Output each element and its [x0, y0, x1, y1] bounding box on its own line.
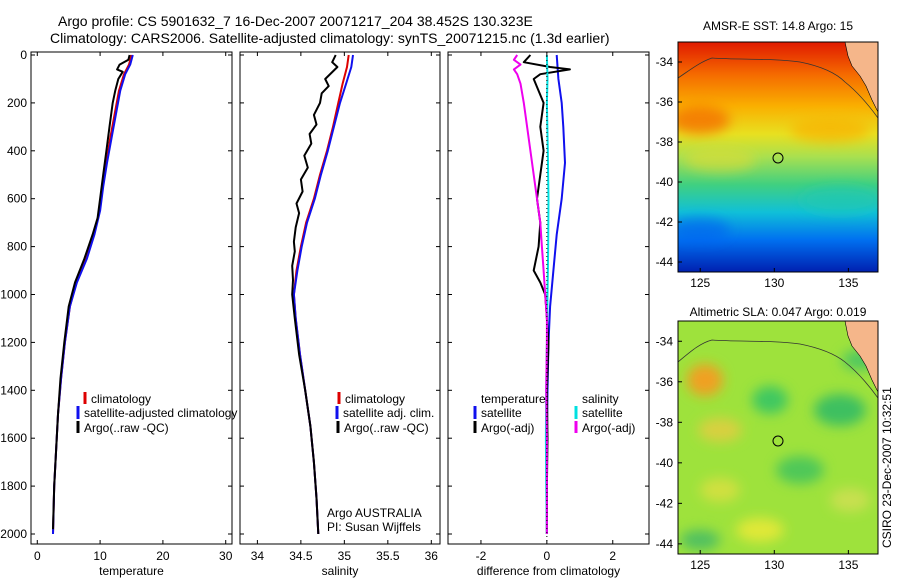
legend-sal-argo-label: Argo(-adj) [582, 421, 635, 435]
map-x-tick-label: 125 [690, 558, 710, 572]
x-tick-label: 35.5 [376, 549, 400, 563]
legend-difference: temperature salinity satellite Argo(-adj… [473, 392, 635, 435]
map-y-tick-label: -38 [656, 415, 674, 429]
series-line-salinity-argo-adj- [512, 54, 548, 534]
float-marker [772, 152, 784, 164]
x-tick-label: 0 [34, 549, 41, 563]
map-x-tick-label: 135 [838, 558, 858, 572]
y-tick-label: 1000 [0, 288, 27, 302]
map-x-tick-label: 130 [764, 558, 784, 572]
y-tick-label: 1800 [0, 479, 27, 493]
panel-temperature-frame [30, 51, 233, 545]
legend-temp-satellite-label: satellite [481, 406, 522, 420]
series-line-argo-raw-qc- [52, 54, 131, 530]
map-x-tick-label: 135 [838, 276, 858, 290]
legend-temp-argo-label: Argo(-adj) [481, 421, 534, 435]
x-axis-label: difference from climatology [477, 564, 620, 578]
y-tick-label: 1600 [0, 431, 27, 445]
legend-argo-label: Argo(..raw -QC) [84, 421, 169, 435]
map-y-tick-label: -44 [656, 537, 674, 551]
map-y-tick-label: -42 [656, 215, 674, 229]
map-y-tick-label: -36 [656, 375, 674, 389]
x-axis-label: temperature [99, 564, 164, 578]
map-x-tick-label: 130 [764, 276, 784, 290]
map-sla-frame [677, 320, 879, 555]
side-stamp: CSIRO 23-Dec-2007 10:32:51 [880, 387, 894, 548]
x-tick-label: 35 [338, 549, 352, 563]
y-tick-label: 0 [20, 48, 27, 62]
map-y-tick-label: -36 [656, 95, 674, 109]
y-tick-label: 400 [7, 144, 27, 158]
shelf-contour [678, 339, 878, 399]
annotation-pi: PI: Susan Wijffels [327, 520, 421, 534]
map-sst-frame [677, 41, 879, 273]
series-line-climatology [292, 54, 350, 535]
map-x-tick-label: 125 [690, 276, 710, 290]
y-tick-label: 800 [7, 240, 27, 254]
map-y-tick-label: -40 [656, 175, 674, 189]
x-tick-label: 34 [251, 549, 265, 563]
legend-argo-label: Argo(..raw -QC) [344, 421, 429, 435]
map-y-tick-label: -42 [656, 496, 674, 510]
map-y-tick-label: -34 [656, 334, 674, 348]
legend-satellite-label: satellite adj. clim. [343, 406, 434, 420]
x-tick-label: -2 [476, 549, 487, 563]
land-australia [844, 42, 878, 113]
legend-header-temperature: temperature [481, 392, 546, 406]
map-sla-title: Altimetric SLA: 0.047 Argo: 0.019 [690, 305, 867, 319]
chart-title-line-2: Climatology: CARS2006. Satellite-adjuste… [50, 30, 610, 46]
series-line-climatology [52, 54, 133, 535]
shelf-contour [678, 57, 878, 119]
map-y-tick-label: -38 [656, 135, 674, 149]
series-line-argo-raw-qc- [291, 54, 339, 535]
legend-sal-satellite-label: satellite [582, 406, 623, 420]
annotation-argo-australia: Argo AUSTRALIA [327, 506, 422, 520]
land-australia [844, 321, 878, 393]
x-axis-label: salinity [322, 564, 359, 578]
x-tick-label: 20 [156, 549, 170, 563]
legend-header-salinity: salinity [582, 392, 619, 406]
legend-climatology-label: climatology [345, 392, 405, 406]
legend-satellite-label: satellite-adjusted climatology [84, 406, 237, 420]
panel-salinity-frame [239, 51, 441, 545]
x-tick-label: 34.5 [289, 549, 313, 563]
x-tick-label: 36 [425, 549, 439, 563]
x-tick-label: 2 [609, 549, 616, 563]
map-y-tick-label: -44 [656, 255, 674, 269]
y-tick-label: 2000 [0, 527, 27, 541]
y-tick-label: 1200 [0, 335, 27, 349]
float-marker [772, 435, 784, 447]
map-y-tick-label: -40 [656, 456, 674, 470]
series-line-temperature-satellite [545, 54, 566, 534]
series-line-satellite-adj-clim- [292, 54, 354, 535]
legend-climatology-label: climatology [91, 392, 151, 406]
y-tick-label: 600 [7, 192, 27, 206]
x-tick-label: 0 [544, 549, 551, 563]
map-sst-title: AMSR-E SST: 14.8 Argo: 15 [703, 19, 853, 33]
legend-salinity: climatology satellite adj. clim. Argo(..… [327, 392, 434, 534]
series-line-satellite-adjusted-climatology [52, 54, 134, 535]
map-sst-field [678, 42, 878, 272]
x-tick-label: 10 [93, 549, 107, 563]
y-tick-label: 200 [7, 96, 27, 110]
legend-temperature: climatology satellite-adjusted climatolo… [76, 392, 237, 435]
y-tick-label: 1400 [0, 383, 27, 397]
panel-difference-frame [447, 51, 650, 545]
chart-title-line-1: Argo profile: CS 5901632_7 16-Dec-2007 2… [58, 13, 533, 29]
x-tick-label: 30 [219, 549, 233, 563]
map-sla-field [678, 321, 878, 554]
map-y-tick-label: -34 [656, 55, 674, 69]
